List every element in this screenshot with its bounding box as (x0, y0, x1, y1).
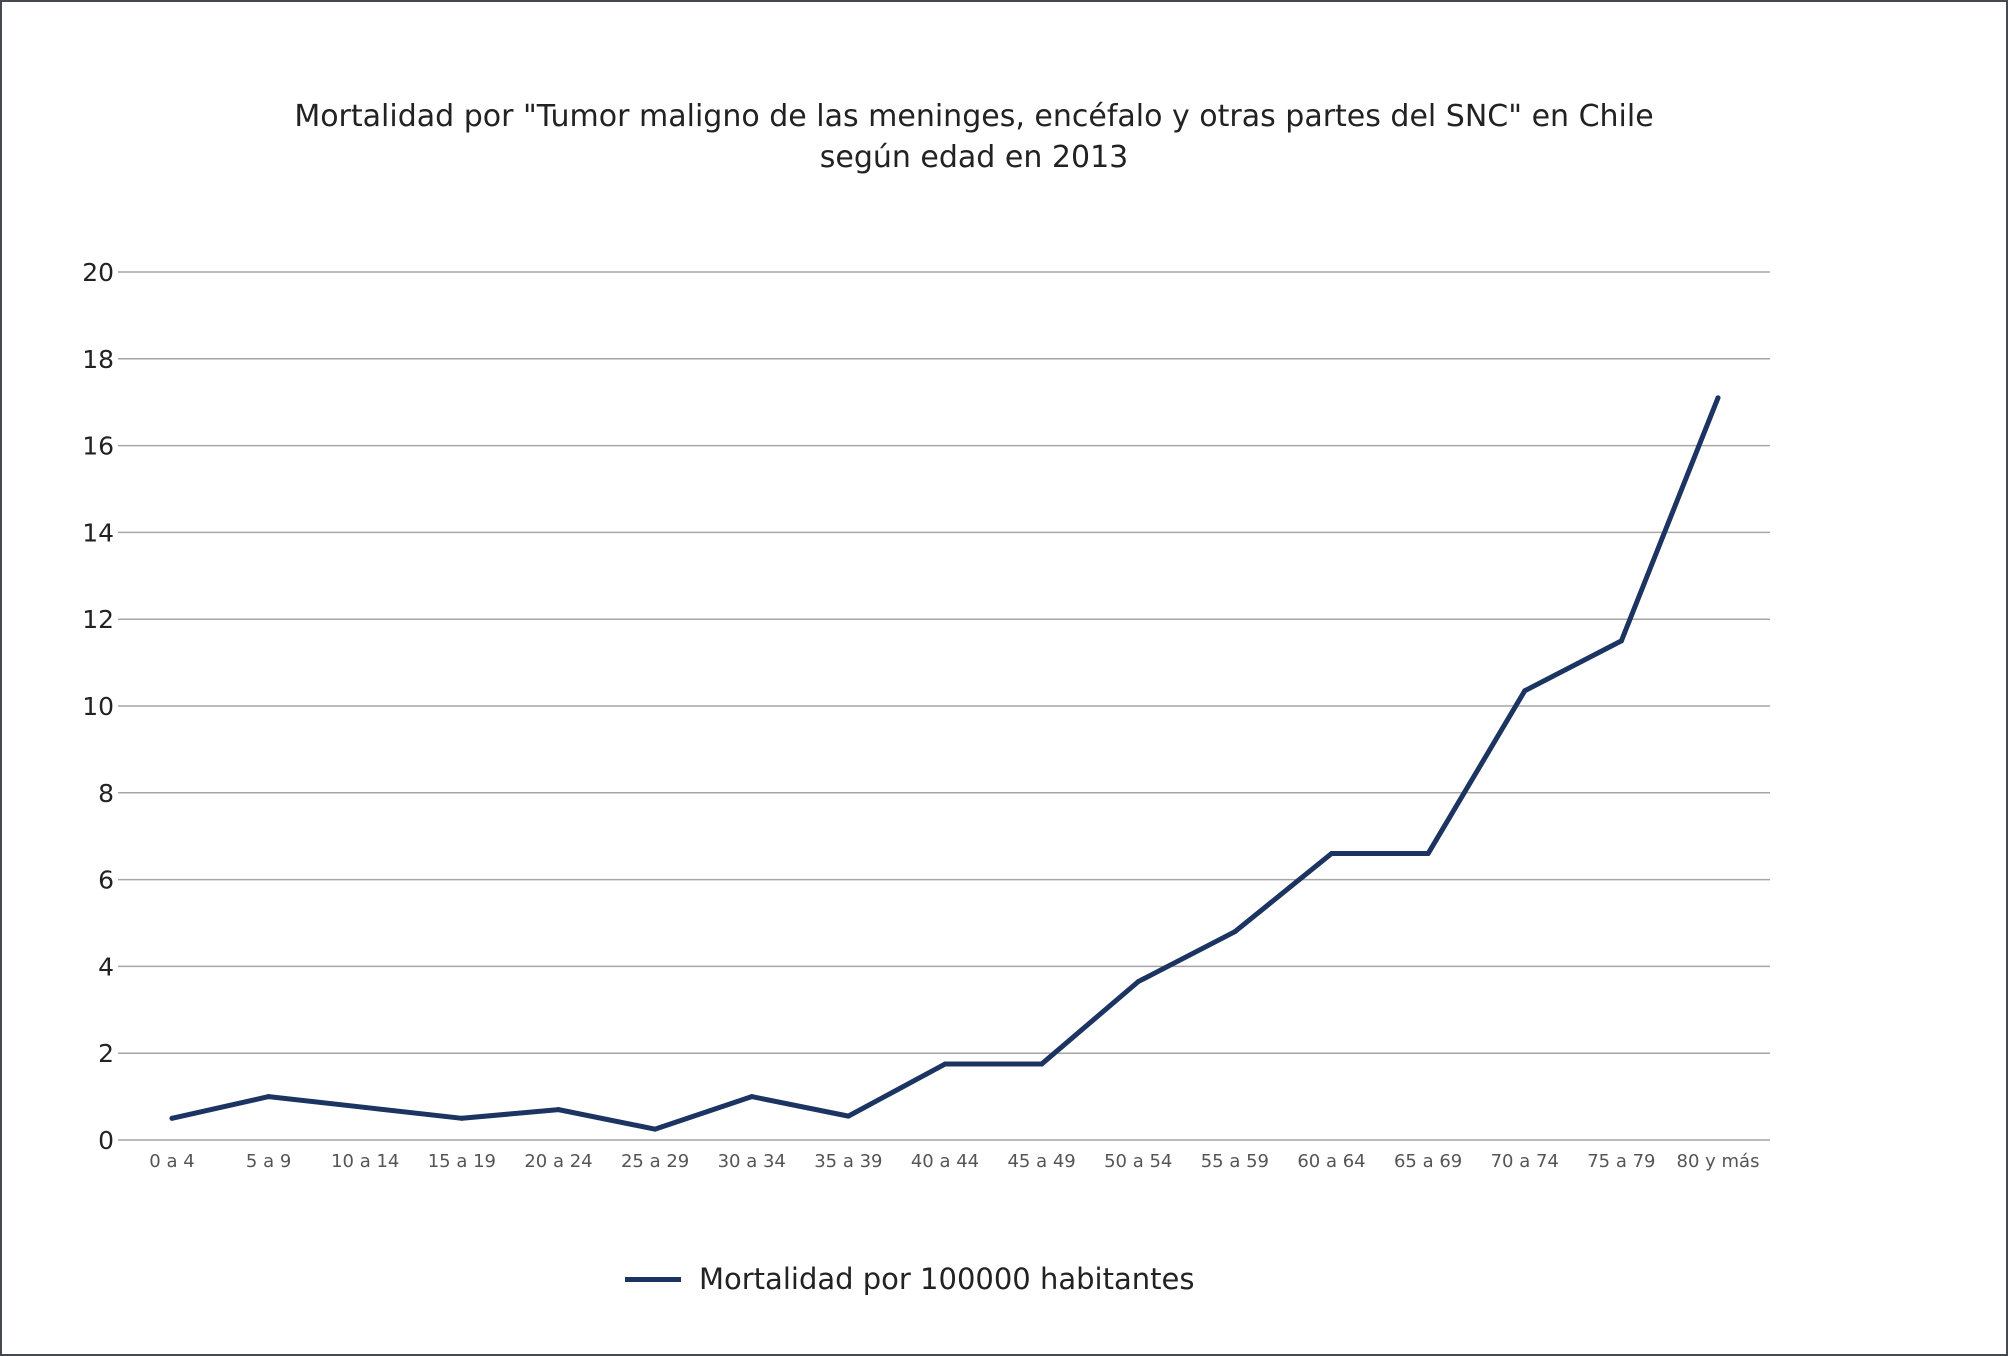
data-point (266, 1094, 272, 1100)
y-tick-label: 16 (82, 432, 114, 461)
data-point (942, 1061, 948, 1067)
x-tick-label: 15 a 19 (428, 1151, 496, 1172)
x-tick-label: 20 a 24 (524, 1151, 592, 1172)
data-point (1135, 979, 1141, 985)
legend-swatch (625, 1276, 681, 1282)
chart-title-line-1: Mortalidad por "Tumor maligno de las men… (294, 99, 1654, 134)
data-point (845, 1113, 851, 1119)
y-tick-label: 6 (98, 866, 114, 895)
y-tick-label: 10 (82, 692, 114, 721)
x-tick-label: 80 y más (1677, 1151, 1760, 1172)
data-point (1425, 851, 1431, 857)
x-tick-label: 65 a 69 (1394, 1151, 1462, 1172)
data-point (362, 1104, 368, 1110)
y-tick-label: 14 (82, 518, 114, 547)
legend-label: Mortalidad por 100000 habitantes (699, 1262, 1195, 1296)
data-point (652, 1126, 658, 1132)
y-tick-label: 8 (98, 779, 114, 808)
data-point (1715, 395, 1721, 401)
x-tick-label: 60 a 64 (1297, 1151, 1365, 1172)
y-axis-ticks: 0 2 4 6 8 10 12 14 16 18 20 (82, 258, 114, 1155)
x-tick-label: 25 a 29 (621, 1151, 689, 1172)
x-tick-label: 45 a 49 (1007, 1151, 1075, 1172)
data-point (1618, 638, 1624, 644)
data-point (749, 1094, 755, 1100)
y-tick-label: 2 (98, 1039, 114, 1068)
data-point (1232, 929, 1238, 935)
grid-lines (118, 271, 1770, 1141)
data-point (459, 1115, 465, 1121)
x-tick-label: 10 a 14 (331, 1151, 399, 1172)
chart-title: Mortalidad por "Tumor maligno de las men… (0, 96, 1948, 178)
x-tick-label: 70 a 74 (1491, 1151, 1559, 1172)
x-tick-label: 35 a 39 (814, 1151, 882, 1172)
x-tick-label: 0 a 4 (149, 1151, 194, 1172)
data-point (169, 1115, 175, 1121)
y-tick-label: 4 (98, 952, 114, 981)
x-tick-label: 55 a 59 (1201, 1151, 1269, 1172)
data-point (1522, 688, 1528, 694)
data-point (1329, 851, 1334, 857)
x-tick-label: 50 a 54 (1104, 1151, 1172, 1172)
x-tick-label: 5 a 9 (246, 1151, 291, 1172)
data-point (556, 1107, 561, 1113)
x-axis-ticks: 0 a 4 5 a 9 10 a 14 15 a 19 20 a 24 25 a 29 30… (149, 1151, 1759, 1172)
x-tick-label: 75 a 79 (1587, 1151, 1655, 1172)
y-tick-label: 0 (98, 1126, 114, 1155)
x-tick-label: 40 a 44 (911, 1151, 979, 1172)
series-group (169, 395, 1721, 1132)
series-line-0 (169, 395, 1721, 1132)
data-point (1039, 1061, 1045, 1067)
y-tick-label: 12 (82, 605, 114, 634)
legend: Mortalidad por 100000 habitantes (625, 1262, 1194, 1296)
x-tick-label: 30 a 34 (718, 1151, 786, 1172)
y-tick-label: 18 (82, 345, 114, 374)
y-tick-label: 20 (82, 258, 114, 287)
chart-title-line-2: según edad en 2013 (819, 140, 1129, 175)
